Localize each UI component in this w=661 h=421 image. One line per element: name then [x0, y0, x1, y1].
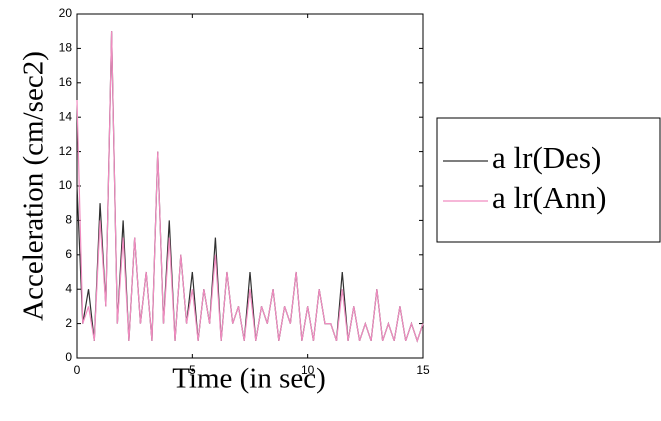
y-tick-label: 6 — [65, 247, 72, 261]
y-tick-label: 14 — [59, 109, 73, 123]
plot-frame — [76, 13, 424, 359]
legend-label: a lr(Ann) — [492, 180, 606, 215]
series-line — [76, 31, 424, 343]
x-tick-label: 15 — [416, 363, 430, 377]
y-tick-label: 0 — [65, 350, 72, 364]
x-tick-label: 10 — [301, 363, 315, 377]
y-tick-label: 20 — [59, 6, 73, 20]
y-tick-label: 8 — [65, 213, 72, 227]
y-tick-label: 12 — [59, 144, 73, 158]
x-axis-label: Time (in sec) — [172, 363, 326, 395]
y-tick-label: 16 — [59, 75, 73, 89]
y-tick-label: 4 — [65, 281, 72, 295]
legend-box — [436, 117, 661, 243]
y-tick-label: 18 — [59, 41, 73, 55]
x-tick-label: 5 — [189, 363, 196, 377]
legend-label: a lr(Des) — [492, 140, 601, 175]
y-tick-label: 10 — [59, 178, 73, 192]
y-tick-label: 2 — [65, 316, 72, 330]
x-tick-label: 0 — [74, 363, 81, 377]
y-axis-label: Acceleration (cm/sec2) — [18, 51, 50, 321]
